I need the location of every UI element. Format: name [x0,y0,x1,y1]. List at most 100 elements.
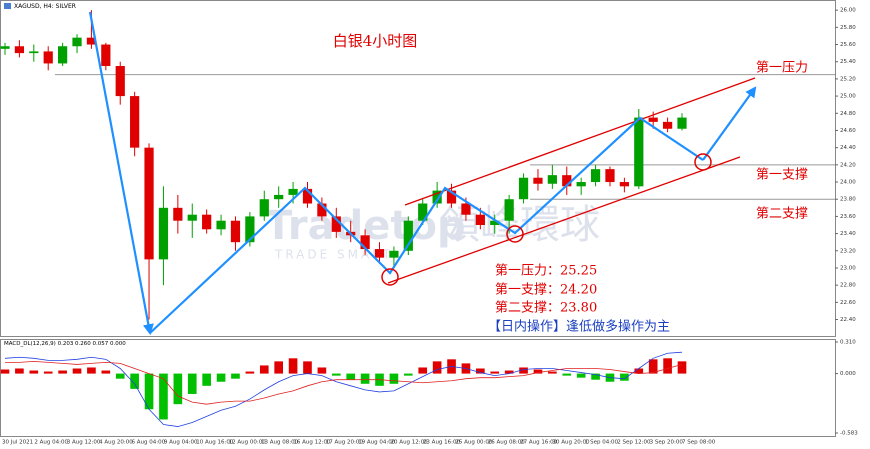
macd-bar [648,359,658,374]
x-tick-label: 2 Aug 04:00 [34,440,68,446]
candle-body [173,207,183,221]
candle-body [0,46,10,49]
macd-bar [130,373,139,389]
macd-bar [476,368,485,374]
x-tick-label: 4 Aug 20:00 [99,440,133,446]
macd-bar [432,361,442,374]
macd-bar [389,373,399,384]
symbol-icon [4,3,11,9]
chart-title: 白银4小时图 [333,32,418,50]
candle-body [245,216,255,243]
note: 第一压力：25.25 [495,264,597,279]
candle-body [605,169,615,183]
y-tick-label: 23.80 [840,197,856,203]
y-tick-label: 24.00 [840,180,856,186]
note: 第二支撑：23.80 [495,301,597,316]
analysis-drawings [88,11,757,336]
candle-body [86,37,97,45]
y-tick-label: 0.000 [840,371,856,377]
candle-body [518,177,529,200]
signal-line [5,360,683,405]
macd-bar [144,373,154,410]
macd-frame [0,339,836,437]
candle-body [14,46,25,54]
macd-bar [72,368,82,374]
macd-bar [288,358,298,374]
y-tick-label: 25.00 [840,94,856,100]
macd-line [4,351,683,427]
trend-arrow [702,86,757,161]
macd-bar [87,367,96,374]
candle-body [302,188,313,204]
macd-bar [101,370,111,374]
macd-bar [403,373,413,376]
macd-bar [15,368,24,374]
candle-body [202,214,212,230]
x-tick-label: 19 Aug 04:00 [358,440,396,446]
candle-body [230,220,241,243]
x-tick-label: 25 Aug 00:00 [455,440,493,446]
support-circle [506,225,524,243]
x-tick-label: 23 Aug 16:00 [423,440,461,446]
macd-bar [274,361,284,374]
x-tick-label: 3 Sep 20:00 [650,440,684,446]
candle-body [158,207,169,260]
instruction: 【日内操作】逢低做多操作为主 [488,319,670,335]
candle-body [274,194,284,200]
candle-body [130,96,140,148]
macd-bar [634,368,644,374]
x-tick-label: 30 Aug 20:00 [552,440,590,446]
candle-body [590,169,601,183]
candle-body [634,117,644,187]
macd-bar [504,370,514,374]
macd-bar [317,367,327,374]
candle-body [187,214,197,221]
y-tick-label: 25.40 [840,59,856,65]
watermark-tag: TRADE SMART [274,248,393,262]
macd-bar [173,373,183,405]
x-tick-label: 3 Aug 12:00 [67,440,101,446]
y-tick-label: 23.60 [840,214,856,220]
symbol-label: XAGUSD, H4: SILVER [14,3,76,10]
y-tick-label: -0.583 [840,431,858,437]
candle-body [418,203,428,221]
macd-bar [202,373,211,386]
macd-bar [115,373,125,379]
price-frame [0,0,836,337]
y-tick-label: 23.00 [840,265,856,271]
y-tick-label: 24.40 [840,145,856,151]
candle-body [43,51,53,64]
macd-bar [576,373,586,378]
y-tick-label: 25.20 [840,76,856,82]
candle-body [461,203,471,215]
x-tick-label: 7 Sep 08:00 [682,440,716,446]
y-tick-label: 23.20 [840,248,856,254]
candle-body [259,199,269,217]
candle-body [389,250,399,258]
candle-body [619,182,629,187]
y-tick-label: 22.60 [840,300,856,306]
candle-body [29,51,39,54]
candle-body [115,66,125,97]
macd-bar [0,369,10,374]
candle-body [432,190,442,204]
x-tick-label: 20 Aug 12:00 [391,440,429,446]
y-tick-label: 23.40 [840,231,856,237]
candle-body [562,175,572,187]
macd-bar [620,373,629,381]
x-tick-label: 17 Aug 20:00 [326,440,364,446]
candle-body [576,182,586,187]
candle-body [475,214,485,225]
x-tick-label: 27 Aug 16:00 [520,440,558,446]
macd-bar [677,361,687,374]
macd-bar [490,371,500,374]
candle-body [101,44,111,67]
support-circle [694,153,712,171]
macd-bar [346,373,356,380]
x-tick-label: 6 Aug 04:00 [132,440,166,446]
candle-body [331,216,341,232]
candle-body [504,199,514,221]
level-label: 第二支撑 [756,207,808,222]
macd-bar [216,373,226,382]
